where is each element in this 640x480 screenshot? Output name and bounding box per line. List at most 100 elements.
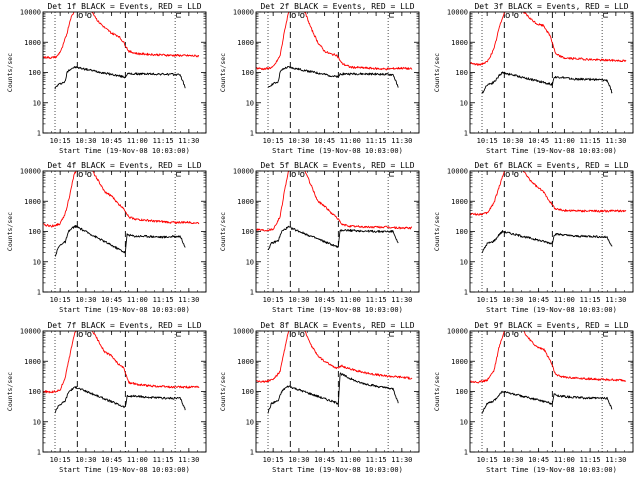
x-axis-label: Start Time (19-Nov-08 10:03:00): [486, 306, 617, 314]
plot-frame: [255, 170, 420, 293]
plot-frame: [255, 11, 420, 134]
y-axis-label: Counts/sec: [219, 372, 227, 411]
events-series-line: [268, 225, 399, 251]
y-tick-label: 1000: [451, 198, 468, 206]
x-tick-label: 11:15: [366, 137, 387, 145]
panel-4: Det 4f BLACK = Events, RED = LLD Counts/s…: [6, 161, 207, 314]
y-tick-label: 10: [246, 418, 254, 426]
top-glyph: ⊏: [176, 170, 181, 180]
x-tick-label: 10:45: [314, 137, 335, 145]
y-tick-label: 10000: [447, 328, 468, 336]
events-series-line: [481, 390, 613, 414]
events-series-line: [481, 71, 613, 94]
x-tick-label: 10:30: [502, 296, 523, 304]
panel-data: [256, 331, 413, 414]
x-tick-label: 11:30: [178, 456, 199, 464]
top-glyph: o: [291, 170, 296, 180]
events-series-line: [481, 230, 613, 254]
events-series-line: [267, 372, 399, 414]
x-tick-label: 11:00: [127, 137, 148, 145]
x-tick-label: 10:30: [502, 137, 523, 145]
x-tick-label: 10:30: [75, 137, 96, 145]
top-glyph: ⊏: [389, 330, 394, 340]
x-tick-label: 10:15: [263, 296, 284, 304]
x-tick-label: 11:30: [178, 137, 199, 145]
y-tick-label: 10: [33, 99, 41, 107]
top-glyph: o: [291, 330, 296, 340]
y-axis-label: Counts/sec: [6, 372, 14, 411]
y-tick-label: 100: [455, 388, 468, 396]
y-tick-label: 1: [37, 130, 41, 138]
y-axis-label: Counts/sec: [433, 53, 441, 92]
y-tick-label: 10: [246, 99, 254, 107]
y-tick-label: 10000: [20, 9, 41, 17]
panel-data: [470, 331, 627, 414]
x-tick-label: 10:45: [314, 456, 335, 464]
top-glyph: o: [514, 11, 519, 21]
top-glyph: o: [300, 330, 305, 340]
y-tick-label: 10000: [233, 9, 254, 17]
y-axis-label: Counts/sec: [6, 212, 14, 251]
top-glyph: ⊏: [603, 11, 608, 21]
y-tick-label: 1: [464, 449, 468, 457]
panel-title: Det 9f BLACK = Events, RED = LLD: [474, 321, 628, 330]
y-tick-label: 1000: [24, 358, 41, 366]
top-glyph: o: [87, 11, 92, 21]
x-tick-label: 10:30: [75, 296, 96, 304]
y-tick-label: 1: [464, 289, 468, 297]
y-axis-label: Counts/sec: [433, 212, 441, 251]
x-tick-label: 10:15: [50, 456, 71, 464]
y-tick-label: 10000: [233, 168, 254, 176]
lld-series-line: [43, 12, 200, 59]
y-tick-label: 100: [28, 228, 41, 236]
top-glyph: ⊏: [389, 170, 394, 180]
top-glyph: o: [505, 330, 510, 340]
x-tick-label: 11:30: [605, 296, 626, 304]
panel-7: Det 7f BLACK = Events, RED = LLD Counts/s…: [6, 321, 207, 474]
x-axis-label: Start Time (19-Nov-08 10:03:00): [59, 147, 190, 155]
top-glyph: o: [505, 11, 510, 21]
top-glyph: o: [87, 330, 92, 340]
panel-title: Det 7f BLACK = Events, RED = LLD: [47, 321, 201, 330]
y-tick-label: 100: [455, 228, 468, 236]
lld-series-line: [256, 171, 412, 232]
lld-series-line: [470, 12, 627, 66]
x-tick-label: 11:00: [340, 137, 361, 145]
plot-frame: [469, 330, 634, 453]
y-tick-label: 10000: [20, 328, 41, 336]
top-glyph: o: [505, 170, 510, 180]
panel-title: Det 1f BLACK = Events, RED = LLD: [47, 2, 201, 11]
y-tick-label: 100: [455, 69, 468, 77]
lld-series-line: [256, 331, 413, 383]
panel-data: [256, 12, 413, 88]
top-glyph: o: [300, 170, 305, 180]
x-tick-label: 10:15: [50, 296, 71, 304]
top-glyph: ⊏: [176, 11, 181, 21]
x-tick-label: 10:15: [263, 137, 284, 145]
panel-8: Det 8f BLACK = Events, RED = LLD Counts/s…: [219, 321, 420, 474]
x-tick-label: 11:00: [127, 296, 148, 304]
y-tick-label: 10: [460, 99, 468, 107]
y-tick-label: 1000: [451, 39, 468, 47]
events-series-line: [267, 66, 399, 88]
x-axis-label: Start Time (19-Nov-08 10:03:00): [59, 466, 190, 474]
x-tick-label: 11:15: [580, 137, 601, 145]
panel-data: [470, 12, 627, 94]
x-tick-label: 10:45: [528, 137, 549, 145]
panel-title: Det 8f BLACK = Events, RED = LLD: [260, 321, 414, 330]
top-glyph: o: [78, 11, 83, 21]
x-tick-label: 11:30: [605, 137, 626, 145]
top-glyph: ⊏: [603, 170, 608, 180]
y-tick-label: 10000: [233, 328, 254, 336]
y-tick-label: 1: [464, 130, 468, 138]
panel-9: Det 9f BLACK = Events, RED = LLD Counts/s…: [433, 321, 634, 474]
plot-frame: [42, 170, 207, 293]
x-tick-label: 11:00: [554, 456, 575, 464]
x-axis-label: Start Time (19-Nov-08 10:03:00): [272, 306, 403, 314]
x-tick-label: 10:45: [101, 137, 122, 145]
plot-frame: [255, 330, 420, 453]
plot-frame: [42, 330, 207, 453]
y-tick-label: 100: [241, 388, 254, 396]
y-tick-label: 10000: [20, 168, 41, 176]
plot-frame: [469, 11, 634, 134]
